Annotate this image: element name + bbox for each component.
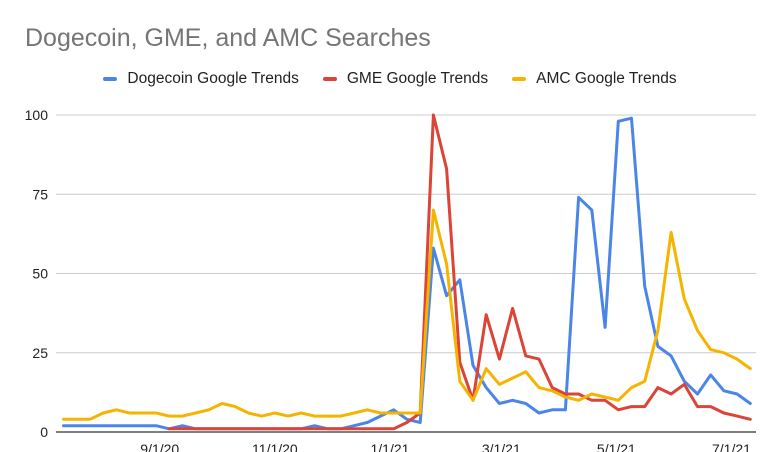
series-line — [62, 116, 752, 431]
x-tick-label: 3/1/21 — [482, 441, 521, 452]
series-gme — [167, 113, 752, 431]
legend-item: AMC Google Trends — [512, 70, 677, 88]
legend-item: Dogecoin Google Trends — [103, 70, 299, 88]
series-dogecoin — [62, 116, 752, 431]
y-tick-label: 50 — [32, 266, 48, 282]
legend-label: Dogecoin Google Trends — [127, 70, 299, 87]
x-tick-label: 9/1/20 — [140, 441, 179, 452]
legend-swatch — [103, 77, 118, 81]
series-line — [62, 208, 752, 421]
y-tick-label: 75 — [32, 186, 48, 202]
x-tick-label: 1/1/21 — [370, 441, 409, 452]
x-tick-label: 7/1/21 — [712, 441, 751, 452]
legend-swatch — [512, 77, 527, 81]
y-tick-label: 100 — [25, 107, 49, 123]
series-line — [167, 113, 752, 431]
legend-label: AMC Google Trends — [536, 70, 677, 87]
legend-swatch — [322, 77, 337, 81]
y-tick-label: 25 — [32, 345, 48, 361]
x-tick-label: 5/1/21 — [597, 441, 636, 452]
y-tick-label: 0 — [40, 424, 48, 440]
series-amc — [62, 208, 752, 421]
legend: Dogecoin Google Trends GME Google Trends A… — [0, 70, 780, 88]
chart-title: Dogecoin, GME, and AMC Searches — [25, 24, 431, 52]
legend-item: GME Google Trends — [322, 70, 489, 88]
legend-label: GME Google Trends — [346, 70, 489, 87]
x-tick-label: 11/1/20 — [252, 441, 298, 452]
